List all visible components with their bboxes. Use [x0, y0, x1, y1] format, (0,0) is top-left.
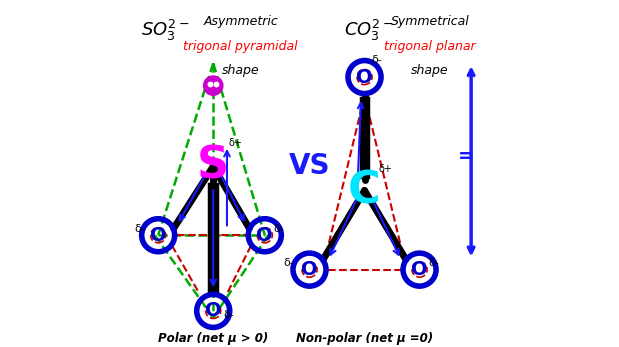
Text: O: O — [150, 226, 167, 245]
Text: trigonal pyramidal: trigonal pyramidal — [183, 40, 298, 52]
Text: $SO_3^{2-}$: $SO_3^{2-}$ — [141, 18, 189, 43]
Text: δ-: δ- — [223, 310, 234, 320]
Text: Polar (net μ > 0): Polar (net μ > 0) — [158, 332, 268, 345]
Text: δ+: δ+ — [228, 138, 243, 148]
Text: C: C — [348, 169, 381, 212]
Text: O: O — [356, 68, 373, 86]
Text: trigonal planar: trigonal planar — [384, 40, 475, 52]
Text: δ-: δ- — [134, 224, 145, 234]
Text: O: O — [301, 260, 318, 279]
Text: δ-: δ- — [371, 55, 382, 65]
Text: Symmetrical: Symmetrical — [391, 16, 469, 28]
Text: δ-: δ- — [428, 258, 439, 268]
Text: VS: VS — [288, 152, 331, 180]
Text: Asymmetric: Asymmetric — [204, 16, 278, 28]
Text: O: O — [205, 302, 222, 320]
Text: shape: shape — [222, 64, 259, 77]
Text: O: O — [256, 226, 273, 245]
Text: Non-polar (net μ =0): Non-polar (net μ =0) — [296, 332, 433, 345]
Circle shape — [204, 76, 223, 95]
Text: S: S — [197, 145, 229, 188]
Text: δ-: δ- — [274, 224, 284, 234]
Text: δ+: δ+ — [378, 164, 392, 174]
Text: δ-: δ- — [284, 258, 295, 268]
Polygon shape — [206, 87, 220, 96]
Text: O: O — [411, 260, 428, 279]
Text: $CO_3^{2-}$: $CO_3^{2-}$ — [344, 18, 394, 43]
Text: shape: shape — [411, 64, 449, 77]
Text: =: = — [457, 147, 474, 166]
